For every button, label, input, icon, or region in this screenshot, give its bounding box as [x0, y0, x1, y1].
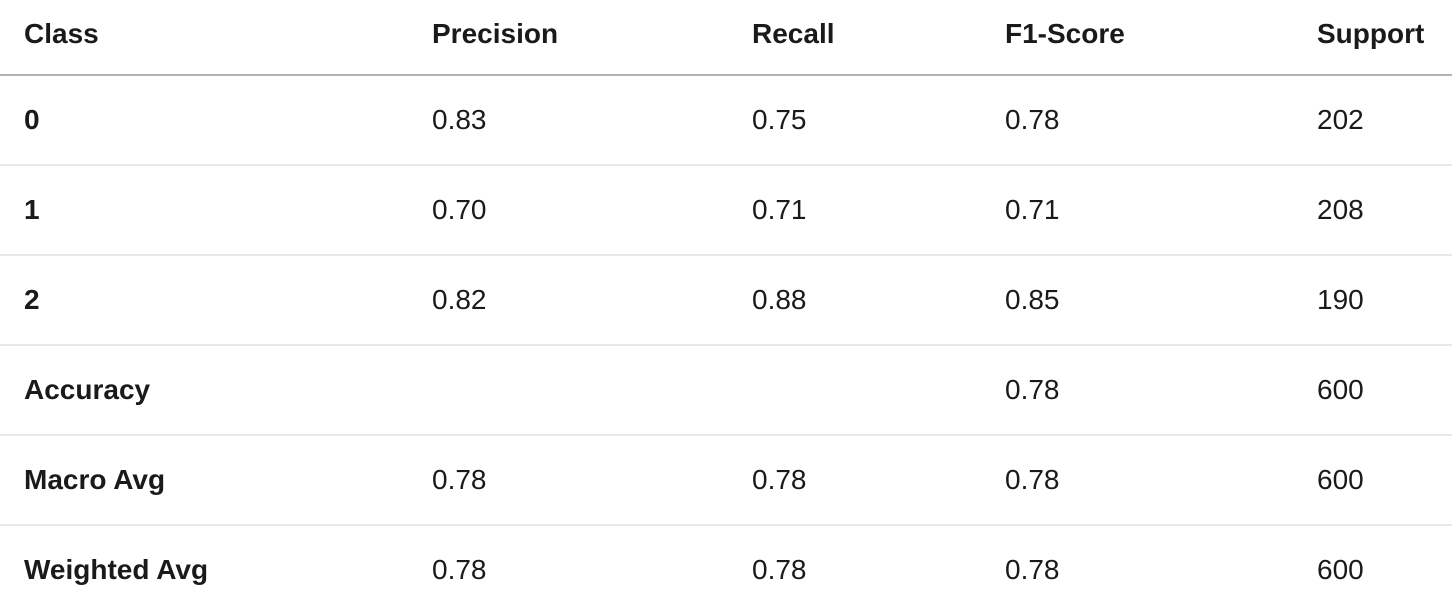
- row-label: 2: [0, 255, 432, 346]
- f1-score-cell: 0.85: [1005, 255, 1317, 346]
- table-row-macro-avg: Macro Avg 0.78 0.78 0.78 600: [0, 435, 1452, 526]
- f1-score-cell: 0.71: [1005, 165, 1317, 256]
- row-label: 1: [0, 165, 432, 256]
- support-cell: 202: [1317, 75, 1452, 166]
- column-header-class: Class: [0, 0, 432, 76]
- row-label: Weighted Avg: [24, 554, 209, 585]
- support-cell: 600: [1317, 554, 1364, 585]
- recall-cell: 0.71: [752, 165, 1005, 256]
- column-header-recall: Recall: [752, 0, 1005, 76]
- row-label: Macro Avg: [0, 435, 432, 526]
- support-cell: 600: [1317, 345, 1452, 436]
- recall-cell: 0.75: [752, 75, 1005, 166]
- support-cell: 600: [1317, 435, 1452, 526]
- support-cell: 208: [1317, 165, 1452, 256]
- f1-score-cell: 0.78: [1005, 75, 1317, 166]
- table-row-class-1: 1 0.70 0.71 0.71 208: [0, 165, 1452, 256]
- table-row-class-0: 0 0.83 0.75 0.78 202: [0, 75, 1452, 166]
- f1-score-cell: 0.78: [1005, 435, 1317, 526]
- f1-score-cell: 0.78: [1005, 554, 1060, 585]
- precision-cell: 0.78: [432, 435, 752, 526]
- row-label: 0: [0, 75, 432, 166]
- precision-cell: 0.70: [432, 165, 752, 256]
- row-label: Accuracy: [0, 345, 432, 436]
- support-cell: 190: [1317, 255, 1452, 346]
- table-header-row: Class Precision Recall F1-Score Support: [0, 0, 1452, 76]
- recall-cell: 0.78: [752, 554, 807, 585]
- column-header-support: Support: [1317, 0, 1452, 76]
- table-row-weighted-avg: Weighted Avg 0.78 0.78 0.78 600: [0, 525, 1452, 610]
- column-header-f1-score: F1-Score: [1005, 0, 1317, 76]
- column-header-precision: Precision: [432, 0, 752, 76]
- f1-score-cell: 0.78: [1005, 345, 1317, 436]
- recall-cell: [752, 345, 1005, 436]
- precision-cell: 0.78: [432, 554, 487, 585]
- table-row-accuracy: Accuracy 0.78 600: [0, 345, 1452, 436]
- precision-cell: 0.82: [432, 255, 752, 346]
- recall-cell: 0.78: [752, 435, 1005, 526]
- recall-cell: 0.88: [752, 255, 1005, 346]
- table-row-class-2: 2 0.82 0.88 0.85 190: [0, 255, 1452, 346]
- precision-cell: 0.83: [432, 75, 752, 166]
- precision-cell: [432, 345, 752, 436]
